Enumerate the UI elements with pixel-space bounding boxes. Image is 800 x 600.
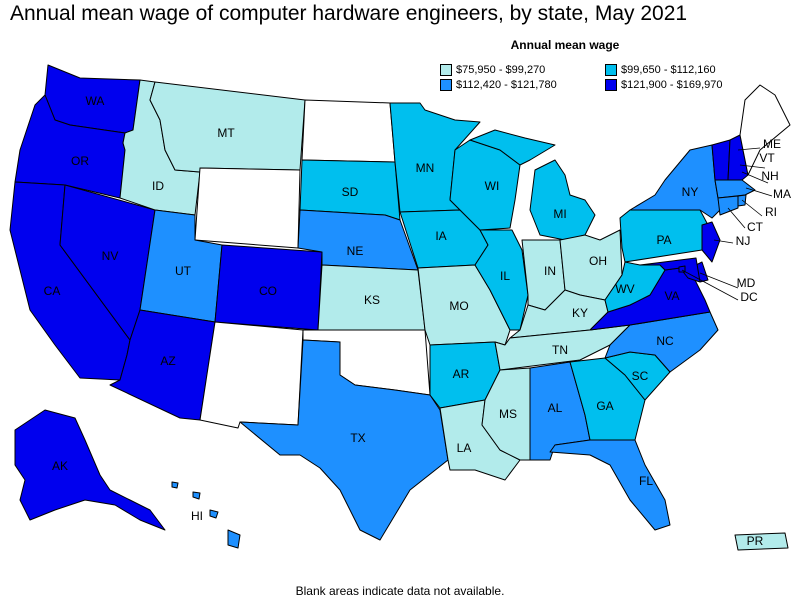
state-NY[interactable]: [629, 144, 721, 219]
state-label-SD: SD: [342, 185, 359, 199]
legend-item-1: $75,950 - $99,270: [440, 64, 605, 76]
state-label-CT: CT: [747, 220, 764, 234]
state-MI[interactable]: [529, 159, 596, 241]
state-label-WV: WV: [615, 282, 634, 296]
state-NJ[interactable]: [701, 221, 721, 263]
state-label-TX: TX: [350, 431, 365, 445]
state-label-AR: AR: [453, 367, 470, 381]
state-label-TN: TN: [552, 343, 568, 357]
state-HI-small3[interactable]: [171, 481, 179, 489]
state-label-SC: SC: [632, 369, 649, 383]
state-label-UT: UT: [175, 264, 192, 278]
footnote: Blank areas indicate data not available.: [295, 584, 505, 598]
state-MD[interactable]: [639, 257, 701, 283]
state-MIU[interactable]: [469, 129, 556, 166]
state-label-NY: NY: [682, 185, 699, 199]
state-label-WI: WI: [485, 179, 500, 193]
state-IL[interactable]: [474, 229, 529, 331]
state-label-NE: NE: [347, 244, 364, 258]
state-NM[interactable]: [199, 321, 304, 429]
state-HI-small1[interactable]: [209, 509, 219, 519]
state-MA[interactable]: [714, 179, 756, 199]
state-label-IN: IN: [544, 264, 556, 278]
state-label-FL: FL: [639, 474, 653, 488]
state-NH[interactable]: [727, 134, 749, 181]
label-leader-lines: [681, 147, 773, 301]
state-label-GA: GA: [596, 399, 613, 413]
state-label-AL: AL: [548, 401, 563, 415]
state-label-VT: VT: [759, 151, 775, 165]
legend-label-2: $99,650 - $112,160: [621, 64, 716, 76]
legend: Annual mean wage $75,950 - $99,270 $99,6…: [440, 38, 740, 91]
state-label-DC: DC: [740, 290, 758, 304]
legend-label-4: $121,900 - $169,970: [621, 79, 723, 91]
state-label-NH: NH: [761, 169, 778, 183]
state-label-MA: MA: [773, 187, 791, 201]
legend-label-1: $75,950 - $99,270: [456, 64, 546, 76]
state-label-MS: MS: [499, 407, 517, 421]
state-label-AK: AK: [52, 459, 68, 473]
state-label-AZ: AZ: [160, 354, 175, 368]
state-label-CO: CO: [259, 284, 277, 298]
state-label-PR: PR: [747, 534, 764, 548]
state-HI[interactable]: [227, 529, 241, 549]
state-label-MO: MO: [449, 299, 468, 313]
state-HI-small2[interactable]: [192, 491, 201, 500]
state-AK[interactable]: [14, 409, 166, 531]
state-label-MT: MT: [217, 126, 235, 140]
state-label-IL: IL: [500, 269, 510, 283]
legend-items: $75,950 - $99,270 $99,650 - $112,160 $11…: [440, 64, 740, 91]
legend-item-3: $112,420 - $121,780: [440, 79, 605, 91]
state-label-NJ: NJ: [736, 234, 751, 248]
state-label-KS: KS: [364, 293, 380, 307]
state-label-CA: CA: [44, 284, 61, 298]
state-label-RI: RI: [765, 205, 777, 219]
state-label-OR: OR: [71, 154, 89, 168]
state-FL[interactable]: [549, 439, 671, 531]
state-label-PA: PA: [656, 233, 671, 247]
state-label-VA: VA: [664, 289, 679, 303]
state-label-NV: NV: [102, 249, 119, 263]
legend-label-3: $112,420 - $121,780: [456, 79, 557, 91]
state-label-OH: OH: [589, 254, 607, 268]
state-ME[interactable]: [739, 84, 791, 176]
state-label-ME: ME: [763, 137, 781, 151]
state-label-MI: MI: [553, 207, 566, 221]
state-VT[interactable]: [711, 139, 731, 181]
state-label-MD: MD: [737, 276, 756, 290]
legend-swatch-4: [605, 79, 617, 91]
legend-swatch-3: [440, 79, 452, 91]
state-label-WA: WA: [86, 94, 105, 108]
legend-swatch-2: [605, 64, 617, 76]
state-PR[interactable]: [734, 532, 789, 551]
state-MT[interactable]: [149, 81, 306, 173]
state-WY[interactable]: [194, 167, 301, 249]
state-label-IA: IA: [435, 229, 446, 243]
state-label-ID: ID: [152, 179, 164, 193]
state-TX[interactable]: [239, 339, 449, 541]
state-CT[interactable]: [717, 195, 739, 216]
legend-title: Annual mean wage: [510, 38, 620, 52]
state-label-NC: NC: [656, 334, 674, 348]
state-label-KY: KY: [572, 306, 588, 320]
state-label-MN: MN: [416, 161, 435, 175]
map-title: Annual mean wage of computer hardware en…: [10, 2, 688, 25]
state-label-LA: LA: [457, 441, 472, 455]
legend-item-4: $121,900 - $169,970: [605, 79, 765, 91]
legend-swatch-1: [440, 64, 452, 76]
state-label-HI: HI: [191, 509, 203, 523]
state-ND[interactable]: [301, 99, 396, 163]
legend-item-2: $99,650 - $112,160: [605, 64, 765, 76]
